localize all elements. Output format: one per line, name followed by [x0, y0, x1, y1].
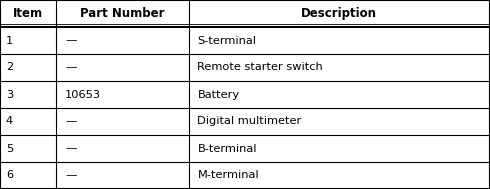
- Text: —: —: [65, 170, 76, 180]
- Text: 6: 6: [6, 170, 13, 180]
- Text: Remote starter switch: Remote starter switch: [197, 63, 323, 73]
- Text: B-terminal: B-terminal: [197, 143, 257, 153]
- Text: 5: 5: [6, 143, 13, 153]
- Text: Part Number: Part Number: [80, 7, 165, 20]
- Text: —: —: [65, 143, 76, 153]
- Text: —: —: [65, 116, 76, 126]
- Text: Battery: Battery: [197, 90, 240, 99]
- Text: 2: 2: [6, 63, 13, 73]
- Text: 10653: 10653: [65, 90, 101, 99]
- Text: Description: Description: [301, 7, 377, 20]
- Text: 3: 3: [6, 90, 13, 99]
- Text: —: —: [65, 36, 76, 46]
- Text: M-terminal: M-terminal: [197, 170, 259, 180]
- Text: 1: 1: [6, 36, 13, 46]
- Text: 4: 4: [6, 116, 13, 126]
- Text: Digital multimeter: Digital multimeter: [197, 116, 302, 126]
- Text: S-terminal: S-terminal: [197, 36, 256, 46]
- Text: —: —: [65, 63, 76, 73]
- Text: Item: Item: [13, 7, 43, 20]
